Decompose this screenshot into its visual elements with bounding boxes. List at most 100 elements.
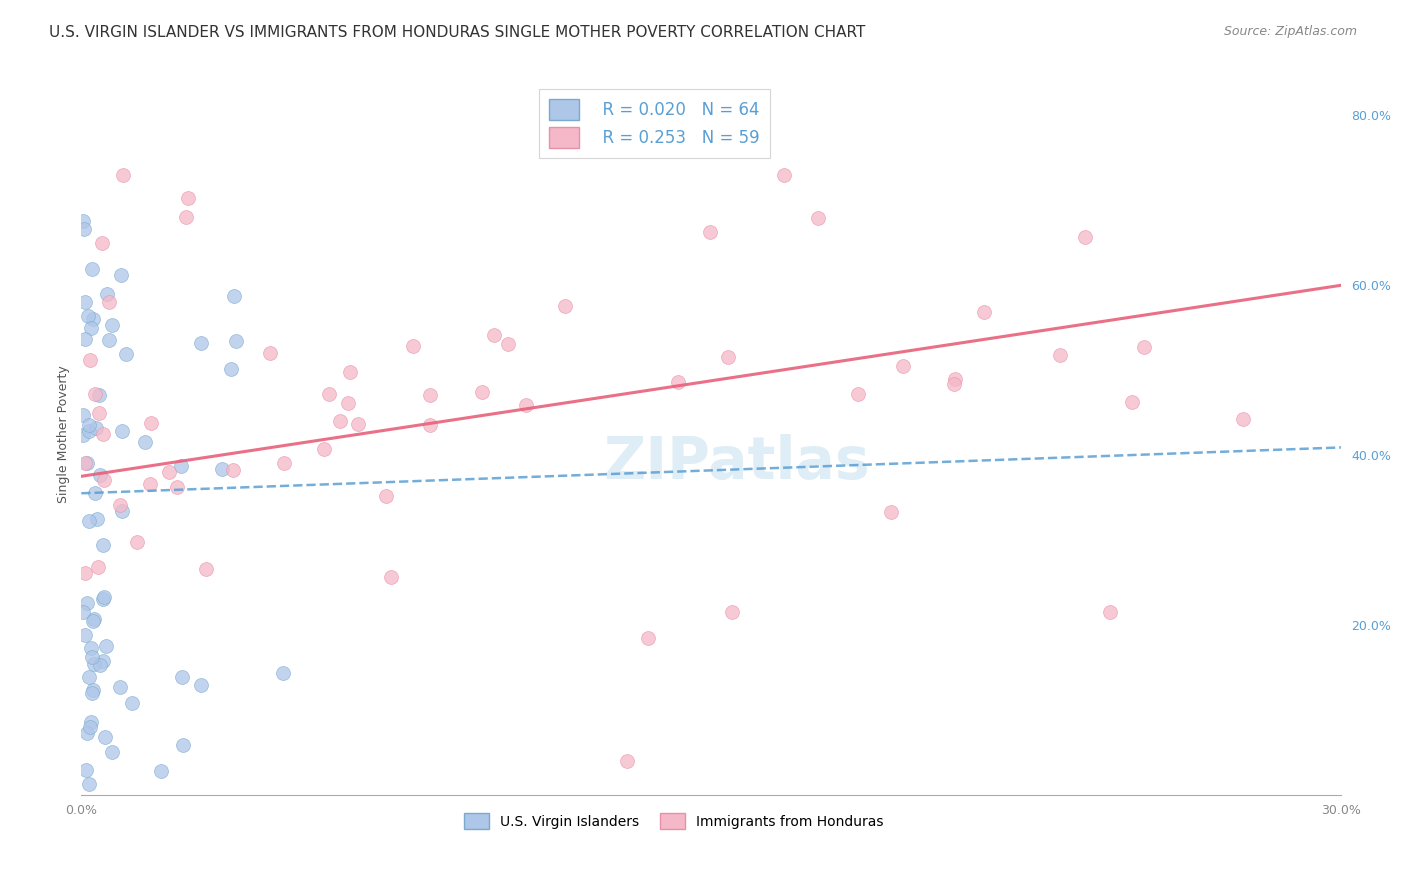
Point (471, 384, 494, 399)
Point (91, 538, 114, 552)
Text: ZIPatlas: ZIPatlas (603, 434, 870, 491)
Point (942, 376, 965, 391)
Point (1049, 348, 1071, 362)
Point (666, 376, 689, 390)
Point (221, 362, 243, 376)
Point (77, 417, 100, 432)
Point (72, 214, 94, 228)
Point (121, 696, 143, 710)
Point (772, 168, 794, 182)
Point (846, 387, 869, 401)
Point (222, 288, 245, 302)
Point (1232, 411, 1254, 425)
Point (374, 489, 396, 503)
Point (125, 535, 148, 549)
Point (190, 335, 212, 350)
Text: Source: ZipAtlas.com: Source: ZipAtlas.com (1223, 25, 1357, 38)
Point (891, 359, 914, 373)
Point (973, 305, 995, 319)
Point (880, 505, 903, 519)
Point (807, 211, 830, 225)
Point (91, 655, 114, 669)
Point (336, 396, 359, 410)
Point (1074, 229, 1097, 244)
Point (94, 639, 117, 653)
Point (170, 458, 193, 473)
Legend: U.S. Virgin Islanders, Immigrants from Honduras: U.S. Virgin Islanders, Immigrants from H… (458, 807, 889, 835)
Point (75, 566, 97, 580)
Point (134, 435, 156, 450)
Point (77, 514, 100, 528)
Point (172, 739, 194, 753)
Point (83, 657, 105, 671)
Point (194, 562, 217, 576)
Point (721, 605, 744, 619)
Point (380, 570, 402, 584)
Point (91, 426, 114, 441)
Point (318, 387, 340, 401)
Point (76, 596, 98, 610)
Point (77, 777, 100, 791)
Point (76, 457, 98, 471)
Point (110, 268, 132, 283)
Point (225, 334, 247, 348)
Point (89, 388, 111, 402)
Point (157, 465, 180, 479)
Point (139, 477, 162, 491)
Point (496, 337, 519, 351)
Point (419, 418, 441, 433)
Y-axis label: Single Mother Poverty: Single Mother Poverty (58, 365, 70, 503)
Point (87, 560, 110, 574)
Point (112, 168, 135, 182)
Point (73, 332, 96, 346)
Point (91, 592, 114, 607)
Point (89, 406, 111, 420)
Point (75, 763, 97, 777)
Point (943, 371, 966, 385)
Point (80, 262, 103, 277)
Point (75, 456, 97, 470)
Point (80, 715, 103, 730)
Point (166, 480, 188, 494)
Point (149, 764, 172, 778)
Point (211, 462, 233, 476)
Point (101, 318, 124, 333)
Point (347, 417, 370, 431)
Point (259, 345, 281, 359)
Point (97, 294, 120, 309)
Point (111, 424, 134, 438)
Point (79, 353, 101, 368)
Point (77, 424, 100, 438)
Point (75, 294, 97, 309)
Point (271, 666, 294, 681)
Point (82, 615, 104, 629)
Point (273, 456, 295, 470)
Point (115, 347, 138, 361)
Point (80, 686, 103, 700)
Point (79, 720, 101, 734)
Point (80, 641, 103, 656)
Point (84, 387, 107, 401)
Point (96, 287, 118, 301)
Point (93, 591, 115, 605)
Point (80, 321, 103, 335)
Point (83, 485, 105, 500)
Point (402, 339, 425, 353)
Point (72, 408, 94, 422)
Point (97, 333, 120, 347)
Point (72, 428, 94, 442)
Point (93, 730, 115, 744)
Point (190, 678, 212, 692)
Point (1121, 394, 1143, 409)
Point (717, 351, 740, 365)
Point (419, 388, 441, 402)
Point (83, 612, 105, 626)
Point (89, 658, 111, 673)
Point (75, 628, 97, 642)
Point (108, 680, 131, 694)
Point (554, 299, 576, 313)
Point (93, 473, 115, 487)
Point (222, 463, 245, 477)
Point (86, 512, 108, 526)
Point (108, 499, 131, 513)
